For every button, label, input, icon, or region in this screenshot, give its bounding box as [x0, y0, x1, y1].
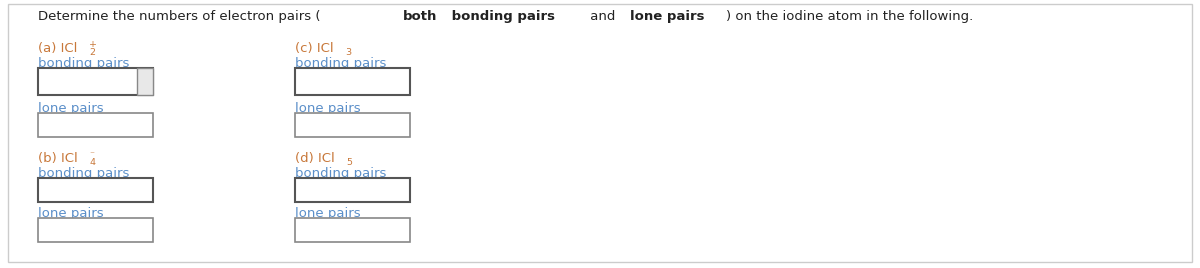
Text: bonding pairs: bonding pairs	[38, 57, 130, 70]
Text: ⁻: ⁻	[90, 150, 95, 159]
Text: (d) ICl: (d) ICl	[295, 152, 335, 165]
Text: lone pairs: lone pairs	[38, 102, 103, 115]
Text: lone pairs: lone pairs	[295, 207, 361, 220]
Bar	[38, 218, 154, 242]
Bar	[295, 113, 410, 137]
Text: 2: 2	[89, 48, 95, 57]
Text: ▼: ▼	[143, 83, 148, 89]
Text: bonding pairs: bonding pairs	[38, 167, 130, 180]
Bar	[38, 68, 154, 95]
Text: lone pairs: lone pairs	[295, 102, 361, 115]
Bar	[38, 178, 154, 202]
Text: lone pairs: lone pairs	[38, 207, 103, 220]
Text: +: +	[89, 40, 97, 49]
Text: 5: 5	[347, 158, 353, 167]
Text: bonding pairs: bonding pairs	[446, 10, 554, 23]
Text: bonding pairs: bonding pairs	[295, 167, 386, 180]
Text: 4: 4	[89, 158, 95, 167]
Text: 3: 3	[344, 48, 350, 57]
Bar	[295, 218, 410, 242]
Text: (b) ICl: (b) ICl	[38, 152, 78, 165]
Bar	[295, 68, 410, 95]
Bar	[38, 113, 154, 137]
Text: (c) ICl: (c) ICl	[295, 42, 334, 55]
Bar	[137, 68, 154, 95]
Text: and: and	[587, 10, 620, 23]
Text: lone pairs: lone pairs	[630, 10, 704, 23]
Text: both: both	[402, 10, 437, 23]
Text: ▲: ▲	[143, 74, 148, 80]
Text: (a) ICl: (a) ICl	[38, 42, 77, 55]
Text: Determine the numbers of electron pairs (: Determine the numbers of electron pairs …	[38, 10, 320, 23]
Bar	[295, 178, 410, 202]
Text: ) on the iodine atom in the following.: ) on the iodine atom in the following.	[726, 10, 973, 23]
Text: bonding pairs: bonding pairs	[295, 57, 386, 70]
